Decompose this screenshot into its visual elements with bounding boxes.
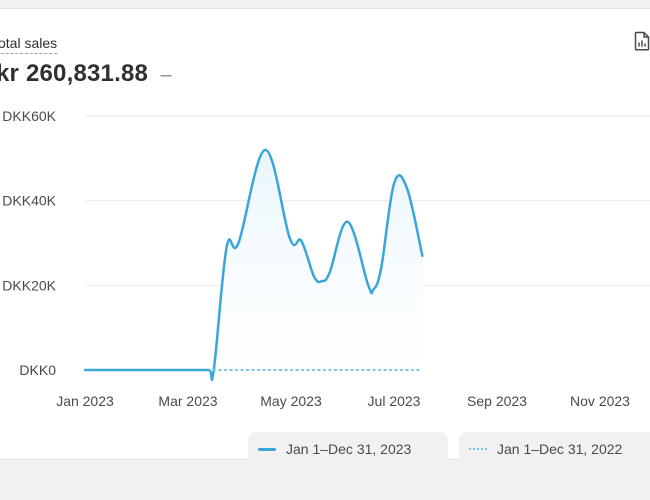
metric-row: kr 260,831.88 – bbox=[0, 60, 172, 88]
sales-chart: DKK0 DKK20K DKK40K DKK60K Jan 2023 Mar 2023 Ma… bbox=[2, 108, 650, 409]
metric-label[interactable]: Total sales bbox=[0, 35, 58, 54]
x-tick-label: Sep 2023 bbox=[467, 393, 527, 409]
legend-swatch-solid bbox=[258, 447, 276, 451]
x-tick-label: Nov 2023 bbox=[570, 393, 630, 409]
legend-item-current[interactable]: Jan 1–Dec 31, 2023 bbox=[248, 432, 448, 466]
x-tick-label: Jul 2023 bbox=[368, 393, 421, 409]
y-tick-label: DKK20K bbox=[2, 277, 56, 293]
x-tick-label: Jan 2023 bbox=[56, 393, 114, 409]
series-line-2023 bbox=[83, 148, 424, 381]
legend-label-current: Jan 1–Dec 31, 2023 bbox=[286, 441, 412, 457]
file-report-icon bbox=[634, 31, 650, 51]
legend-item-previous[interactable]: Jan 1–Dec 31, 2022 bbox=[459, 432, 650, 466]
y-tick-label: DKK40K bbox=[2, 193, 56, 209]
x-tick-label: May 2023 bbox=[260, 393, 322, 409]
export-report-button[interactable] bbox=[629, 28, 650, 54]
y-tick-label: DKK60K bbox=[2, 108, 56, 124]
metric-change: – bbox=[160, 64, 172, 86]
metric-value: kr 260,831.88 bbox=[0, 60, 149, 87]
legend-swatch-dotted bbox=[469, 448, 487, 450]
sales-card bbox=[0, 8, 650, 460]
y-tick-label: DKK0 bbox=[19, 362, 56, 378]
x-tick-label: Mar 2023 bbox=[158, 393, 217, 409]
legend-label-previous: Jan 1–Dec 31, 2022 bbox=[497, 441, 623, 457]
series-area-2023 bbox=[85, 149, 423, 380]
